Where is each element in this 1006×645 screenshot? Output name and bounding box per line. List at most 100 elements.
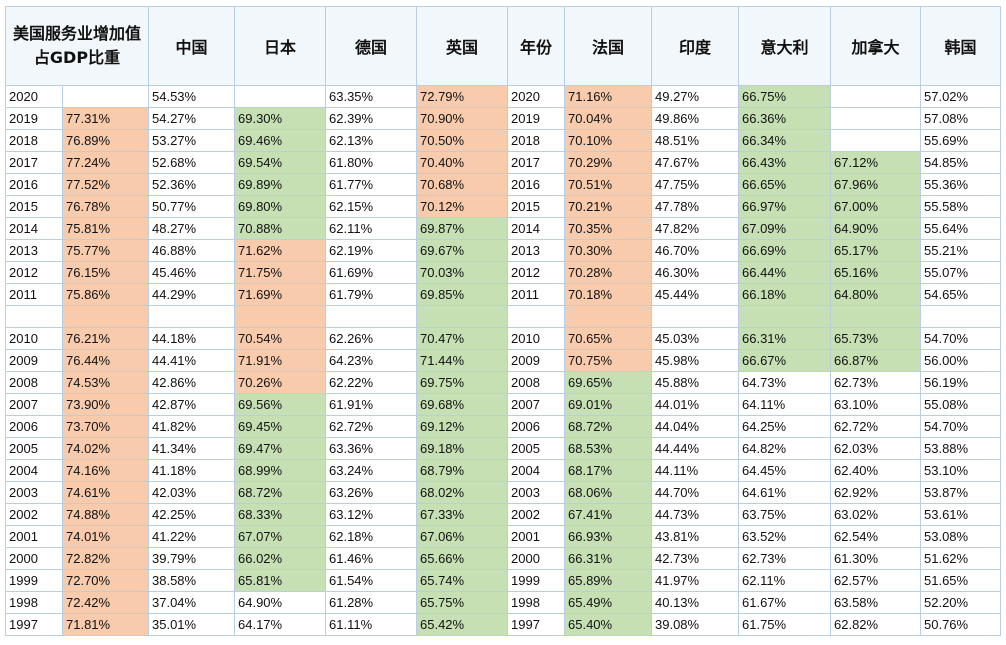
table-cell: 2019: [507, 107, 565, 130]
table-cell: 70.12%: [416, 195, 508, 218]
table-cell: 47.82%: [651, 217, 739, 240]
table-cell: 62.11%: [325, 217, 417, 240]
table-cell: [920, 305, 1001, 328]
table-cell: 66.93%: [564, 525, 652, 548]
table-cell: 2016: [507, 173, 565, 196]
table-cell: 54.27%: [148, 107, 235, 130]
table-cell: 76.21%: [62, 327, 149, 350]
table-cell: 42.73%: [651, 547, 739, 570]
table-cell: 43.81%: [651, 525, 739, 548]
table-cell: 38.58%: [148, 569, 235, 592]
table-cell: 41.82%: [148, 415, 235, 438]
table-cell: 69.01%: [564, 393, 652, 416]
table-cell: 2017: [5, 151, 63, 174]
table-cell: 51.65%: [920, 569, 1001, 592]
table-cell: 50.76%: [920, 613, 1001, 636]
table-cell: 67.41%: [564, 503, 652, 526]
table-cell: [507, 305, 565, 328]
table-cell: 57.02%: [920, 85, 1001, 108]
header-cell-germany: 德国: [325, 6, 417, 86]
table-cell: 55.69%: [920, 129, 1001, 152]
table-cell: [830, 85, 921, 108]
table-cell: 62.19%: [325, 239, 417, 262]
table-cell: 63.35%: [325, 85, 417, 108]
table-cell: 66.67%: [738, 349, 831, 372]
table-cell: 45.98%: [651, 349, 739, 372]
table-cell: [234, 85, 326, 108]
table-row: 2008 74.53% 42.86% 70.26% 62.22% 69.75% 2008 69…: [5, 371, 1001, 394]
header-row: 美国服务业增加值占GDP比重 中国 日本 德国 英国 年份 法国 印度 意大利 …: [5, 6, 1001, 86]
table-cell: 61.80%: [325, 151, 417, 174]
table-cell: 52.36%: [148, 173, 235, 196]
header-cell-italy: 意大利: [738, 6, 831, 86]
table-cell: 2000: [507, 547, 565, 570]
table-cell: 64.45%: [738, 459, 831, 482]
table-cell: 63.26%: [325, 481, 417, 504]
table-cell: 69.85%: [416, 283, 508, 306]
table-cell: 61.54%: [325, 569, 417, 592]
table-cell: 75.86%: [62, 283, 149, 306]
table-row: 2017 77.24% 52.68% 69.54% 61.80% 70.40% 2017 70…: [5, 151, 1001, 174]
table-cell: 69.54%: [234, 151, 326, 174]
table-cell: 63.10%: [830, 393, 921, 416]
table-cell: 61.46%: [325, 547, 417, 570]
table-cell: 1998: [5, 591, 63, 614]
table-cell: 2000: [5, 547, 63, 570]
table-cell: 41.22%: [148, 525, 235, 548]
table-cell: 71.91%: [234, 349, 326, 372]
table-cell: 66.34%: [738, 129, 831, 152]
table-row: 2011 75.86% 44.29% 71.69% 61.79% 69.85% 2011 70…: [5, 283, 1001, 306]
table-cell: 42.87%: [148, 393, 235, 416]
table-cell: 71.44%: [416, 349, 508, 372]
table-cell: [830, 107, 921, 130]
table-cell: 68.79%: [416, 459, 508, 482]
table-cell: 54.70%: [920, 327, 1001, 350]
table-cell: 2005: [507, 437, 565, 460]
table-cell: 56.00%: [920, 349, 1001, 372]
table-cell: 65.75%: [416, 591, 508, 614]
table-cell: 75.81%: [62, 217, 149, 240]
table-cell: 68.72%: [564, 415, 652, 438]
table-cell: 69.46%: [234, 129, 326, 152]
table-cell: 70.88%: [234, 217, 326, 240]
table-cell: 77.24%: [62, 151, 149, 174]
table-cell: 48.27%: [148, 217, 235, 240]
table-cell: 74.88%: [62, 503, 149, 526]
table-cell: 76.44%: [62, 349, 149, 372]
table-cell: 52.68%: [148, 151, 235, 174]
table-cell: 70.03%: [416, 261, 508, 284]
table-cell: 61.11%: [325, 613, 417, 636]
table-cell: 41.34%: [148, 437, 235, 460]
table-cell: 62.82%: [830, 613, 921, 636]
table-cell: 61.30%: [830, 547, 921, 570]
table-cell: 70.75%: [564, 349, 652, 372]
table-row: 2003 74.61% 42.03% 68.72% 63.26% 68.02% 2003 68…: [5, 481, 1001, 504]
table-cell: 44.73%: [651, 503, 739, 526]
table-cell: 2018: [507, 129, 565, 152]
table-cell: 54.85%: [920, 151, 1001, 174]
table-cell: 70.40%: [416, 151, 508, 174]
table-cell: 2010: [5, 327, 63, 350]
table-row: 2006 73.70% 41.82% 69.45% 62.72% 69.12% 2006 68…: [5, 415, 1001, 438]
table-row: 2020 54.53% 63.35% 72.79% 2020 71.16% 49.27% 66…: [5, 85, 1001, 108]
table-cell: 42.03%: [148, 481, 235, 504]
table-cell: 65.17%: [830, 239, 921, 262]
table-cell: 63.02%: [830, 503, 921, 526]
table-cell: 70.65%: [564, 327, 652, 350]
table-cell: 2008: [5, 371, 63, 394]
table-row: 2010 76.21% 44.18% 70.54% 62.26% 70.47% 2010 70…: [5, 327, 1001, 350]
table-cell: 2010: [507, 327, 565, 350]
table-cell: 68.72%: [234, 481, 326, 504]
table-cell: 65.66%: [416, 547, 508, 570]
table-row: 2016 77.52% 52.36% 69.89% 61.77% 70.68% 2016 70…: [5, 173, 1001, 196]
table-cell: 63.24%: [325, 459, 417, 482]
table-cell: 61.69%: [325, 261, 417, 284]
table-cell: 48.51%: [651, 129, 739, 152]
table-cell: 2006: [507, 415, 565, 438]
table-cell: 72.42%: [62, 591, 149, 614]
table-cell: 55.08%: [920, 393, 1001, 416]
table-cell: 70.18%: [564, 283, 652, 306]
table-cell: 70.90%: [416, 107, 508, 130]
table-cell: 62.15%: [325, 195, 417, 218]
table-cell: 53.10%: [920, 459, 1001, 482]
